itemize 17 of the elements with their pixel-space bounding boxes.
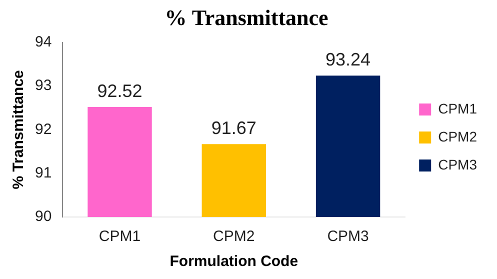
data-label: 91.67 bbox=[211, 118, 256, 138]
y-tick-label: 94 bbox=[34, 34, 52, 51]
y-tick-label: 91 bbox=[34, 164, 52, 182]
data-label: 92.52 bbox=[97, 80, 142, 101]
x-tick-label: CPM1 bbox=[98, 228, 141, 246]
data-label: 93.24 bbox=[326, 50, 371, 70]
legend-label: CPM1 bbox=[438, 100, 478, 116]
legend-label: CPM2 bbox=[438, 128, 478, 144]
chart-title: % Transmittance bbox=[164, 4, 329, 30]
x-tick-label: CPM2 bbox=[213, 228, 255, 246]
y-axis-title: % Transmittance bbox=[10, 70, 28, 190]
y-tick-label: 92 bbox=[34, 120, 52, 138]
x-tick-label: CPM3 bbox=[327, 228, 369, 246]
x-axis-title: Formulation Code bbox=[170, 253, 298, 270]
legend-label: CPM3 bbox=[438, 156, 478, 172]
y-tick-label: 90 bbox=[34, 208, 52, 226]
y-tick-label: 93 bbox=[34, 77, 52, 94]
